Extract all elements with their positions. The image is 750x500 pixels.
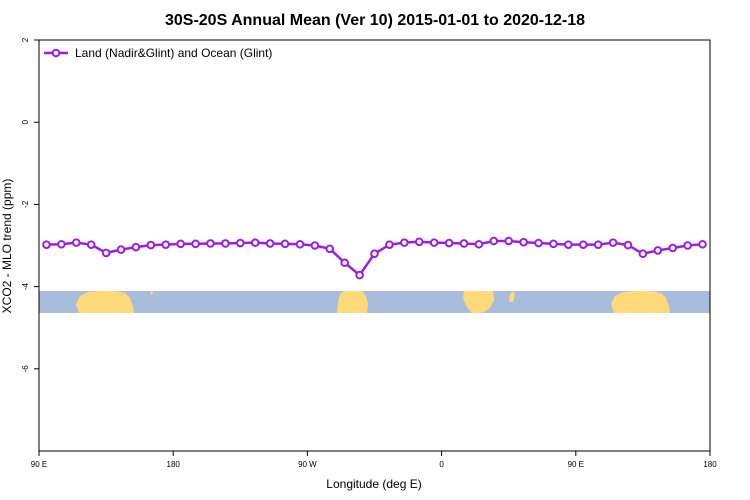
legend-marker (51, 48, 61, 58)
data-point (340, 258, 349, 268)
data-point (564, 240, 573, 249)
map-strip (39, 291, 710, 313)
series-layer (42, 236, 707, 280)
legend-label: Land (Nadir&Glint) and Ocean (Glint) (75, 46, 272, 60)
data-point (325, 244, 335, 254)
data-point (86, 240, 96, 249)
land-south-america (337, 291, 368, 313)
data-point (683, 241, 692, 250)
data-point (310, 241, 320, 250)
data-point (400, 238, 409, 247)
data-point (191, 239, 200, 249)
data-point (593, 240, 603, 249)
ocean-band (39, 291, 710, 313)
data-point (414, 237, 424, 247)
land-africa (463, 291, 494, 313)
data-point (42, 240, 51, 249)
y-tick-label: -4 (21, 282, 30, 290)
data-point (534, 238, 543, 248)
data-point (295, 239, 305, 249)
y-tick-label: 2 (21, 37, 30, 42)
y-tick-label: 0 (21, 119, 30, 124)
y-axis-label: XCO2 - MLO trend (ppm) (0, 179, 14, 314)
series-line (46, 239, 703, 277)
y-axis-ticks: 2 0 -2 -4 -6 (21, 37, 39, 372)
data-point (146, 240, 156, 250)
data-point (101, 248, 111, 258)
plot-frame (38, 39, 711, 452)
land-australia-right (611, 291, 670, 313)
data-point (71, 238, 81, 247)
data-point (474, 239, 484, 249)
x-tick-label: 90 W (298, 460, 317, 469)
data-point (698, 239, 707, 249)
data-point (236, 238, 245, 248)
data-point (429, 238, 439, 247)
data-point (489, 236, 499, 246)
data-point (549, 239, 558, 249)
x-tick-label: 90 E (31, 460, 47, 469)
x-axis-ticks: 90 E 180 90 W 0 90 E 180 (31, 451, 717, 469)
data-point (161, 240, 171, 249)
data-point (608, 238, 618, 247)
data-point (459, 239, 469, 248)
data-point (57, 239, 66, 249)
x-tick-label: 90 E (568, 460, 584, 469)
land-australia-left (76, 291, 134, 313)
x-tick-label: 0 (439, 460, 444, 469)
data-point (385, 240, 394, 249)
data-point (444, 238, 454, 248)
land-islet (150, 291, 153, 295)
land-madagascar (509, 291, 515, 302)
data-point (116, 245, 126, 254)
chart-title: 30S-20S Annual Mean (Ver 10) 2015-01-01 … (165, 12, 585, 29)
data-point (370, 249, 379, 259)
data-point (265, 239, 275, 248)
data-point (504, 236, 514, 246)
data-point (250, 238, 260, 247)
x-tick-label: 180 (703, 460, 717, 469)
data-point (668, 243, 678, 253)
data-point (638, 249, 648, 259)
x-tick-label: 180 (167, 460, 181, 469)
data-point (176, 239, 185, 249)
legend: Land (Nadir&Glint) and Ocean (Glint) (44, 46, 272, 60)
data-point (653, 246, 663, 255)
data-point (519, 237, 528, 247)
data-point (131, 242, 141, 252)
x-axis-label: Longitude (deg E) (326, 477, 421, 491)
data-point (280, 239, 290, 249)
data-point (206, 239, 215, 248)
y-tick-label: -2 (21, 200, 30, 208)
y-tick-label: -6 (21, 365, 30, 373)
data-point (623, 240, 633, 250)
data-point (578, 240, 588, 249)
data-point (221, 239, 230, 248)
data-point (355, 270, 364, 280)
